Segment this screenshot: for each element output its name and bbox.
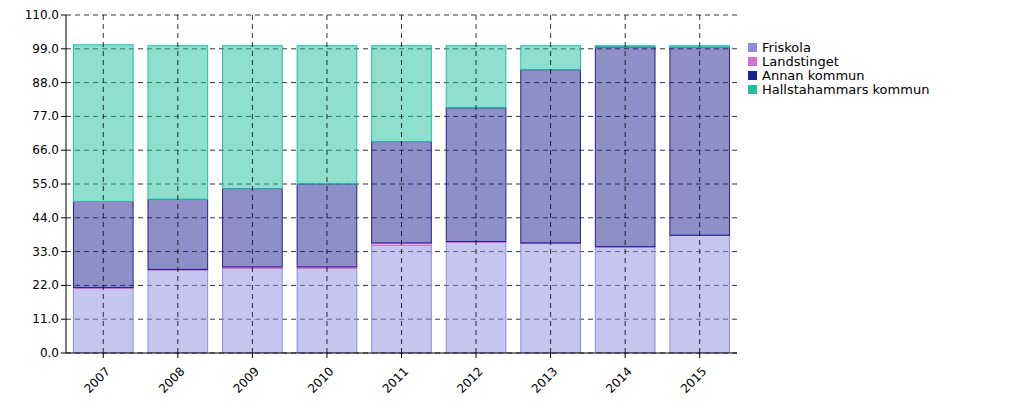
y-tick-label: 110.0: [25, 8, 59, 22]
grid-line-vertical: [177, 15, 178, 353]
grid-line-vertical: [476, 15, 477, 353]
chart: 0.0 11.0 22.0 33.0 44.0 55.0 66.0 77.0 88.0 99.0 1…: [0, 0, 1024, 410]
y-tick-label: 44.0: [32, 211, 59, 225]
axes: 0.0 11.0 22.0 33.0 44.0 55.0 66.0 77.0 88.0 99.0 1…: [25, 8, 737, 396]
legend-swatch: [748, 85, 757, 94]
grid: [66, 15, 737, 353]
x-tick-label: 2007: [81, 364, 112, 395]
x-tick-mark: [476, 353, 477, 358]
tick-mark: [61, 82, 66, 83]
tick-mark: [61, 251, 66, 252]
legend-label: Friskola: [762, 40, 811, 55]
x-tick-mark: [103, 353, 104, 358]
tick-mark: [61, 116, 66, 117]
legend: FriskolaLandstingetAnnan kommunHallstaha…: [748, 40, 929, 97]
bar-segment: [223, 189, 283, 267]
x-tick-label: 2013: [529, 364, 560, 395]
grid-line-vertical: [625, 15, 626, 353]
x-tick-mark: [550, 353, 551, 358]
x-tick-mark: [699, 353, 700, 358]
tick-mark: [61, 184, 66, 185]
grid-line-vertical: [401, 15, 402, 353]
grid-line-vertical: [326, 15, 327, 353]
legend-label: Landstinget: [762, 54, 839, 69]
legend-swatch: [748, 57, 757, 66]
y-tick-label: 33.0: [32, 245, 59, 259]
x-tick-mark: [252, 353, 253, 358]
legend-label: Hallstahammars kommun: [762, 82, 929, 97]
grid-line-vertical: [550, 15, 551, 353]
y-tick-label: 55.0: [32, 177, 59, 191]
y-tick-label: 77.0: [32, 109, 59, 123]
x-tick-mark: [177, 353, 178, 358]
x-tick-label: 2012: [454, 364, 485, 395]
x-tick-label: 2008: [156, 364, 187, 395]
legend-swatch: [748, 71, 757, 80]
x-tick-label: 2009: [231, 364, 262, 395]
y-tick-label: 11.0: [32, 312, 59, 326]
grid-vertical: [103, 15, 699, 353]
y-tick-label: 88.0: [32, 76, 59, 90]
y-tick-label: 66.0: [32, 143, 59, 157]
grid-line-vertical: [252, 15, 253, 353]
bar-segment: [372, 142, 432, 243]
x-tick-label: 2011: [380, 364, 411, 395]
grid-line-vertical: [699, 15, 700, 353]
grid-line-vertical: [103, 15, 104, 353]
tick-mark: [61, 15, 66, 16]
bar-segment: [521, 46, 581, 70]
tick-mark: [61, 319, 66, 320]
x-tick-label: 2015: [678, 364, 709, 395]
y-axis: [66, 15, 67, 353]
y-tick-label: 0.0: [40, 346, 59, 360]
x-tick-label: 2010: [305, 364, 336, 395]
x-tick-label: 2014: [603, 364, 634, 395]
y-tick-label: 99.0: [32, 42, 59, 56]
y-tick-label: 22.0: [32, 278, 59, 292]
tick-mark: [61, 353, 66, 354]
legend-label: Annan kommun: [762, 68, 865, 83]
x-tick-mark: [401, 353, 402, 358]
bar-segment: [148, 46, 208, 200]
tick-mark: [61, 217, 66, 218]
x-tick-mark: [326, 353, 327, 358]
legend-swatch: [748, 43, 757, 52]
tick-mark: [61, 48, 66, 49]
x-tick-mark: [625, 353, 626, 358]
tick-mark: [61, 285, 66, 286]
tick-mark: [61, 150, 66, 151]
